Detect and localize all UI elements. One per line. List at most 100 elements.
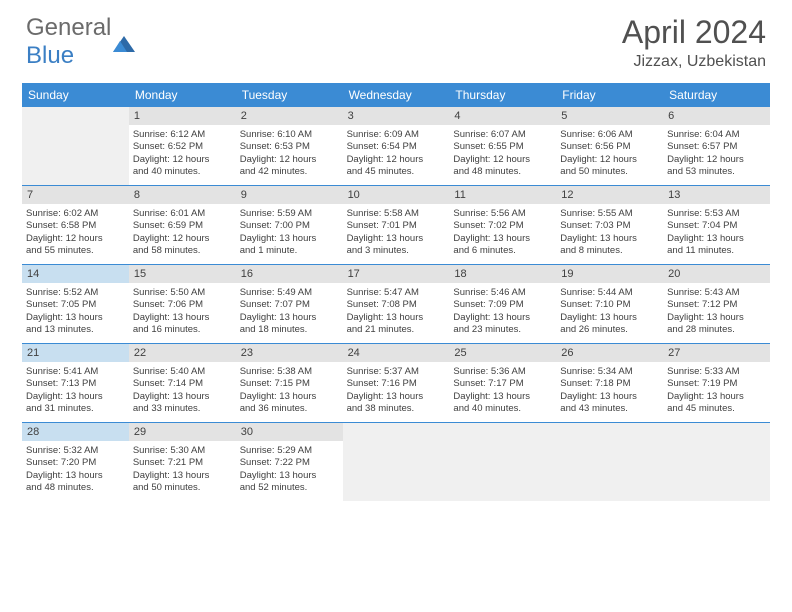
day-info-line: Sunrise: 5:33 AM [667,366,766,378]
day-info-line: Sunset: 7:17 PM [453,378,552,390]
day-info-line: Daylight: 13 hours [133,391,232,403]
day-number: 24 [343,344,450,362]
day-number: 28 [22,423,129,441]
day-info-line: and 33 minutes. [133,403,232,415]
day-info-line: Sunrise: 5:29 AM [240,445,339,457]
day-cell [22,107,129,185]
day-number: 1 [129,107,236,125]
day-info-line: Sunrise: 6:02 AM [26,208,125,220]
day-cell: 19Sunrise: 5:44 AMSunset: 7:10 PMDayligh… [556,265,663,343]
day-info-line: Sunset: 7:06 PM [133,299,232,311]
day-info-line: Sunset: 7:02 PM [453,220,552,232]
day-number: 11 [449,186,556,204]
day-info-line: and 31 minutes. [26,403,125,415]
day-info-line: Sunrise: 5:55 AM [560,208,659,220]
day-info-line: Sunrise: 5:52 AM [26,287,125,299]
day-info-line: Daylight: 13 hours [240,312,339,324]
logo-text-gray: General [26,14,111,41]
day-info-line: and 6 minutes. [453,245,552,257]
day-info-line: Daylight: 12 hours [240,154,339,166]
day-number: 4 [449,107,556,125]
day-info-line: Sunrise: 5:36 AM [453,366,552,378]
day-cell: 23Sunrise: 5:38 AMSunset: 7:15 PMDayligh… [236,344,343,422]
day-cell [449,423,556,501]
day-number: 6 [663,107,770,125]
day-info-line: Sunset: 7:07 PM [240,299,339,311]
day-cell: 13Sunrise: 5:53 AMSunset: 7:04 PMDayligh… [663,186,770,264]
header: General Blue April 2024 Jizzax, Uzbekist… [0,0,792,77]
day-number: 10 [343,186,450,204]
day-info-line: and 52 minutes. [240,482,339,494]
day-number: 21 [22,344,129,362]
day-info-line: Sunrise: 5:38 AM [240,366,339,378]
day-cell: 10Sunrise: 5:58 AMSunset: 7:01 PMDayligh… [343,186,450,264]
day-info-line: Daylight: 13 hours [240,233,339,245]
day-number: 19 [556,265,663,283]
day-cell: 6Sunrise: 6:04 AMSunset: 6:57 PMDaylight… [663,107,770,185]
day-info-line: Sunset: 7:01 PM [347,220,446,232]
day-number: 9 [236,186,343,204]
day-info-line: and 36 minutes. [240,403,339,415]
day-info-line: Daylight: 13 hours [453,391,552,403]
logo: General Blue [26,14,135,70]
day-number: 14 [22,265,129,283]
day-header: Saturday [663,83,770,107]
day-info-line: Sunrise: 5:46 AM [453,287,552,299]
day-info-line: Daylight: 13 hours [26,470,125,482]
day-info-line: Sunrise: 6:09 AM [347,129,446,141]
day-cell: 11Sunrise: 5:56 AMSunset: 7:02 PMDayligh… [449,186,556,264]
day-info-line: and 50 minutes. [560,166,659,178]
day-number: 7 [22,186,129,204]
day-info-line: Sunset: 6:55 PM [453,141,552,153]
day-info-line: and 55 minutes. [26,245,125,257]
day-cell [556,423,663,501]
day-info-line: and 8 minutes. [560,245,659,257]
day-info-line: Sunset: 7:22 PM [240,457,339,469]
day-info-line: Daylight: 12 hours [133,154,232,166]
week-row: 14Sunrise: 5:52 AMSunset: 7:05 PMDayligh… [22,265,770,344]
day-info-line: Daylight: 13 hours [133,312,232,324]
day-number: 29 [129,423,236,441]
day-header: Tuesday [236,83,343,107]
day-cell: 18Sunrise: 5:46 AMSunset: 7:09 PMDayligh… [449,265,556,343]
day-info-line: Daylight: 12 hours [347,154,446,166]
day-info-line: Sunrise: 5:34 AM [560,366,659,378]
day-cell: 28Sunrise: 5:32 AMSunset: 7:20 PMDayligh… [22,423,129,501]
day-number: 30 [236,423,343,441]
day-info-line: Sunrise: 6:10 AM [240,129,339,141]
day-info-line: and 23 minutes. [453,324,552,336]
day-number: 3 [343,107,450,125]
week-row: 21Sunrise: 5:41 AMSunset: 7:13 PMDayligh… [22,344,770,423]
day-info-line: Sunset: 7:18 PM [560,378,659,390]
day-cell: 25 Sunrise: 5:36 AMSunset: 7:17 PMDayligh… [449,344,556,422]
day-info-line: Daylight: 13 hours [560,391,659,403]
day-info-line: Daylight: 13 hours [26,312,125,324]
day-number: 26 [556,344,663,362]
day-header: Sunday [22,83,129,107]
day-info-line: Sunrise: 5:32 AM [26,445,125,457]
day-cell: 17Sunrise: 5:47 AMSunset: 7:08 PMDayligh… [343,265,450,343]
day-cell: 29Sunrise: 5:30 AMSunset: 7:21 PMDayligh… [129,423,236,501]
day-cell: 5Sunrise: 6:06 AMSunset: 6:56 PMDaylight… [556,107,663,185]
day-number: 20 [663,265,770,283]
day-info-line: Sunset: 7:12 PM [667,299,766,311]
day-info-line: Sunrise: 5:59 AM [240,208,339,220]
day-number: 12 [556,186,663,204]
day-cell: 8Sunrise: 6:01 AMSunset: 6:59 PMDaylight… [129,186,236,264]
day-info-line: Daylight: 12 hours [26,233,125,245]
day-info-line: Daylight: 13 hours [240,470,339,482]
day-number: 25 [449,344,556,362]
day-cell: 26 Sunrise: 5:34 AMSunset: 7:18 PMDayligh… [556,344,663,422]
day-info-line: and 40 minutes. [453,403,552,415]
logo-triangle-icon [113,36,135,52]
day-info-line: and 11 minutes. [667,245,766,257]
day-info-line: and 45 minutes. [347,166,446,178]
day-cell [663,423,770,501]
day-info-line: Daylight: 13 hours [240,391,339,403]
day-info-line: Sunrise: 5:50 AM [133,287,232,299]
day-cell: 12Sunrise: 5:55 AMSunset: 7:03 PMDayligh… [556,186,663,264]
weeks: 1Sunrise: 6:12 AMSunset: 6:52 PMDaylight… [22,107,770,501]
day-cell [343,423,450,501]
day-info-line: Sunset: 7:04 PM [667,220,766,232]
day-info-line: Sunrise: 5:44 AM [560,287,659,299]
